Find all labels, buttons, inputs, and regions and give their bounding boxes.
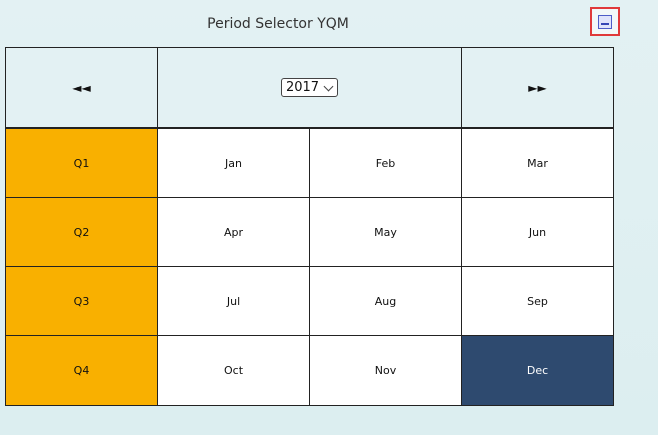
quarter-cell[interactable]: Q4	[6, 336, 158, 405]
month-cell[interactable]: Mar	[462, 129, 613, 197]
year-cell: 2017	[158, 48, 462, 127]
month-cell[interactable]: Jan	[158, 129, 310, 197]
fast-forward-icon: ►►	[528, 80, 547, 95]
quarter-rows: Q1 Jan Feb Mar Q2 Apr May Jun Q3 Jul Aug…	[6, 129, 613, 405]
month-cell[interactable]: Feb	[310, 129, 462, 197]
month-cell[interactable]: Nov	[310, 336, 462, 405]
period-grid: ◄◄ 2017 ►► Q1 Jan Feb Mar Q2 Apr May Jun…	[5, 47, 614, 406]
month-cell[interactable]: Jul	[158, 267, 310, 335]
month-cell[interactable]: Apr	[158, 198, 310, 266]
next-year-button[interactable]: ►►	[462, 48, 613, 127]
quarter-row: Q4 Oct Nov Dec	[6, 336, 613, 405]
month-cell[interactable]: Oct	[158, 336, 310, 405]
year-header-row: ◄◄ 2017 ►►	[6, 48, 613, 129]
chevron-down-icon	[323, 81, 334, 91]
quarter-row: Q3 Jul Aug Sep	[6, 267, 613, 336]
month-cell[interactable]: May	[310, 198, 462, 266]
month-cell[interactable]: Sep	[462, 267, 613, 335]
rewind-icon: ◄◄	[72, 80, 91, 95]
quarter-row: Q1 Jan Feb Mar	[6, 129, 613, 198]
month-cell-selected[interactable]: Dec	[462, 336, 613, 405]
minimize-icon	[598, 14, 612, 29]
quarter-cell[interactable]: Q3	[6, 267, 158, 335]
quarter-cell[interactable]: Q2	[6, 198, 158, 266]
year-value: 2017	[285, 80, 320, 95]
month-cell[interactable]: Aug	[310, 267, 462, 335]
year-dropdown[interactable]: 2017	[280, 78, 339, 97]
previous-year-button[interactable]: ◄◄	[6, 48, 158, 127]
collapse-button[interactable]	[590, 7, 620, 36]
month-cell[interactable]: Jun	[462, 198, 613, 266]
page-title: Period Selector YQM	[207, 16, 349, 32]
quarter-cell[interactable]: Q1	[6, 129, 158, 197]
quarter-row: Q2 Apr May Jun	[6, 198, 613, 267]
